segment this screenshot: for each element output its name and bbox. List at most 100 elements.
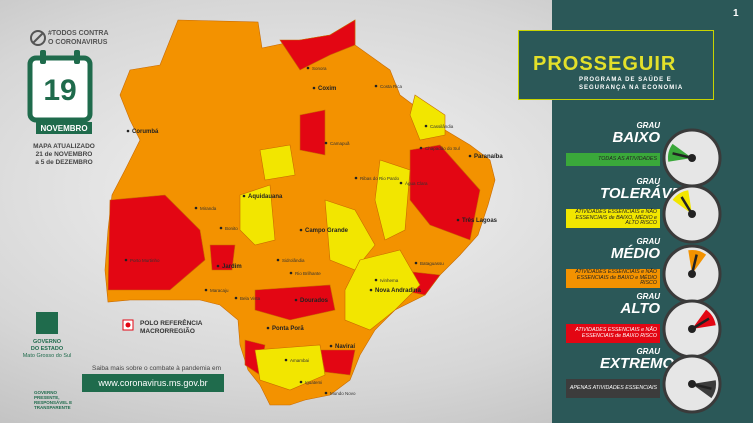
city-label: Bataguassu [420, 261, 444, 266]
level-grau: GRAU [636, 292, 660, 301]
city-label: Miranda [200, 206, 217, 211]
program-subtitle: PROGRAMA DE SAÚDE E [579, 77, 672, 83]
legend-label: MACRORREGIÃO [140, 326, 195, 335]
level-grau: GRAU [636, 177, 660, 186]
level-description: APENAS ATIVIDADES ESSENCIAIS [569, 384, 657, 391]
city-label: Mundo Novo [330, 391, 356, 396]
city-label: Corumbá [132, 129, 159, 135]
city-label: Água Clara [405, 180, 428, 186]
program-title: PROSSEGUIR [533, 53, 677, 75]
gov-slogan: GOVERNO [34, 390, 58, 395]
city-labels: Corumbá Coxim Aquidauana Campo Grande Jardim… [124, 66, 503, 396]
city-label: Campo Grande [305, 228, 349, 234]
level-description: ATIVIDADES ESSENCIAIS e NÃO ESSENCIAIS d… [575, 209, 657, 227]
campaign-line2: O CORONAVIRUS [48, 39, 108, 46]
city-label: Dourados [300, 298, 329, 304]
city-dot [374, 278, 378, 282]
city-dot [424, 124, 428, 128]
city-dot [329, 344, 333, 348]
city-dot [194, 206, 198, 210]
calendar-day: 19 [43, 74, 76, 107]
city-dot [219, 226, 223, 230]
city-dot [276, 258, 280, 262]
city-label: Amambai [290, 358, 309, 363]
footer-prompt: Saiba mais sobre o combate à pandemia em [92, 365, 221, 372]
level-bar: ATIVIDADES ESSENCIAIS e NÃO ESSENCIAIS d… [566, 324, 660, 343]
gauge-hub [688, 380, 696, 388]
level-bar: ATIVIDADES ESSENCIAIS e NÃO ESSENCIAIS d… [566, 269, 660, 288]
city-label: Sidrolândia [282, 258, 305, 263]
level-grau: GRAU [636, 237, 660, 246]
campaign-line1: #TODOS CONTRA [48, 30, 109, 37]
gov-slogan: PRESENTE, [34, 395, 60, 400]
gov-state: Mato Grosso do Sul [23, 353, 72, 359]
level-grau: GRAU [636, 121, 660, 130]
city-dot [324, 391, 328, 395]
level-description: ATIVIDADES ESSENCIAIS e NÃO ESSENCIAIS d… [575, 269, 657, 287]
city-dot [299, 380, 303, 384]
gauge-hub [688, 270, 696, 278]
legend-label: POLO REFERÊNCIA [140, 318, 203, 327]
city-dot [369, 288, 373, 292]
city-dot [289, 271, 293, 275]
level-name: BAIXO [612, 129, 660, 146]
footer-url[interactable]: www.coronavirus.ms.gov.br [97, 378, 207, 388]
calendar-month: NOVEMBRO [40, 124, 87, 133]
gov-slogan: RESPONSÁVEL E [34, 399, 72, 405]
city-label: Bela Vista [240, 296, 261, 301]
city-dot [374, 84, 378, 88]
city-label: Nova Andradina [375, 288, 421, 294]
level-bar: TODAS AS ATIVIDADES [566, 153, 660, 166]
update-note: a 5 de DEZEMBRO [35, 159, 92, 166]
level-title: GRAU ALTO [600, 292, 660, 317]
level-description: TODAS AS ATIVIDADES [598, 155, 657, 162]
city-label: Ponta Porã [272, 326, 304, 332]
city-dot [204, 288, 208, 292]
city-dot [124, 258, 128, 262]
legend: POLO REFERÊNCIA MACRORREGIÃO [122, 318, 203, 335]
city-dot [294, 298, 298, 302]
level-grau: GRAU [636, 347, 660, 356]
gov-slogan: TRANSPARENTE [34, 405, 71, 410]
city-dot [284, 358, 288, 362]
update-note: MAPA ATUALIZADO [33, 143, 95, 150]
city-dot [399, 181, 403, 185]
level-bar: ATIVIDADES ESSENCIAIS e NÃO ESSENCIAIS d… [566, 209, 660, 228]
city-label: Sonora [312, 66, 327, 71]
gauges [662, 128, 722, 414]
city-label: Porto Murtinho [130, 258, 160, 263]
update-note: 21 de NOVEMBRO [36, 151, 93, 158]
campaign-logo: #TODOS CONTRA O CORONAVIRUS [30, 30, 109, 46]
level-description: ATIVIDADES ESSENCIAIS e NÃO ESSENCIAIS d… [575, 326, 657, 339]
gov-name: DO ESTADO [31, 346, 64, 352]
city-dot [299, 228, 303, 232]
city-dot [266, 326, 270, 330]
level-title: GRAU EXTREMO [600, 347, 675, 372]
city-dot [324, 141, 328, 145]
city-label: Rio Brilhante [295, 271, 321, 276]
city-label: Jardim [222, 264, 242, 270]
city-dot [216, 264, 220, 268]
city-label: Chapadão do Sul [425, 146, 460, 151]
level-title: GRAU TOLERÁVEL [600, 177, 691, 202]
city-label: Aquidauana [248, 194, 283, 200]
city-label: Iguatemi [305, 380, 322, 385]
calendar: 19 NOVEMBRO [27, 50, 93, 134]
level-title: GRAU BAIXO [600, 121, 660, 146]
city-label: Paranaíba [474, 154, 503, 160]
city-label: Ribas do Rio Pardo [360, 176, 400, 181]
city-label: Três Lagoas [462, 218, 498, 224]
city-dot [234, 296, 238, 300]
city-label: Camapuã [330, 141, 350, 146]
gauge-hub [688, 210, 696, 218]
city-dot [419, 146, 423, 150]
level-name: EXTREMO [600, 355, 675, 372]
level-title: GRAU MÉDIO [600, 237, 660, 262]
city-label: Cassilândia [430, 124, 454, 129]
level-name: ALTO [620, 300, 660, 317]
level-name: TOLERÁVEL [600, 185, 691, 202]
city-dot [126, 129, 130, 133]
gauge-hub [688, 154, 696, 162]
